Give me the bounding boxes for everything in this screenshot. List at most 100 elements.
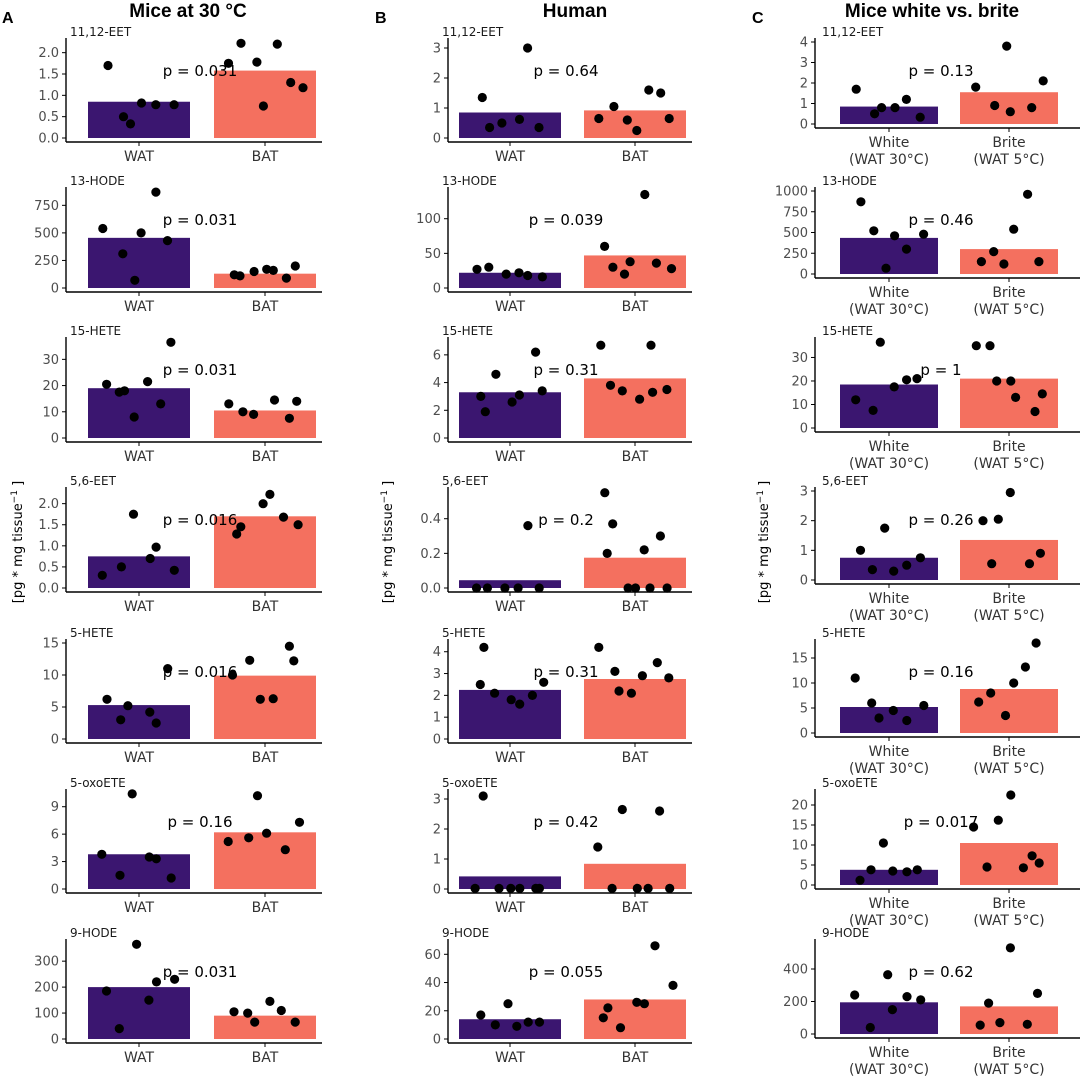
data-point bbox=[523, 521, 533, 531]
panel-title: 5-oxoETE bbox=[442, 776, 498, 790]
y-tick-label: 400 bbox=[783, 963, 808, 978]
data-point bbox=[258, 499, 268, 509]
p-value-label: p = 0.62 bbox=[908, 963, 973, 981]
data-point bbox=[912, 374, 922, 384]
data-point bbox=[163, 664, 173, 674]
data-point bbox=[625, 257, 635, 267]
data-point bbox=[889, 382, 899, 392]
p-value-label: p = 0.16 bbox=[167, 813, 232, 831]
data-point bbox=[169, 565, 179, 575]
panel-title: 15-HETE bbox=[70, 324, 121, 338]
data-point bbox=[294, 817, 305, 827]
panel-title: 5-HETE bbox=[442, 626, 485, 640]
data-point bbox=[993, 815, 1003, 825]
y-tick-label: 3 bbox=[800, 485, 808, 500]
y-tick-label: 20 bbox=[791, 374, 808, 389]
bar bbox=[459, 112, 561, 138]
x-tick-label: WAT bbox=[495, 299, 526, 315]
data-point bbox=[1038, 76, 1048, 86]
y-tick-label: 0 bbox=[51, 432, 59, 447]
y-tick-label: 0 bbox=[800, 118, 808, 133]
data-point bbox=[1000, 710, 1011, 721]
data-point bbox=[610, 666, 620, 677]
data-point bbox=[662, 384, 672, 395]
x-tick-label: WAT bbox=[124, 900, 155, 916]
x-tick-label: White (WAT 30°C) bbox=[849, 439, 929, 472]
data-point bbox=[881, 263, 891, 273]
x-tick-label: WAT bbox=[124, 149, 155, 165]
data-point bbox=[276, 1005, 286, 1016]
data-point bbox=[856, 197, 866, 207]
y-tick-label: 0.5 bbox=[38, 110, 59, 125]
data-point bbox=[880, 523, 890, 533]
data-point bbox=[102, 694, 112, 704]
panel-title: 5-HETE bbox=[822, 626, 865, 640]
data-point bbox=[851, 395, 861, 405]
x-tick-label: BAT bbox=[252, 299, 279, 315]
x-tick-label: Brite (WAT 5°C) bbox=[973, 744, 1044, 777]
y-tick-label: 4 bbox=[800, 36, 808, 51]
y-tick-label: 2 bbox=[433, 404, 441, 419]
data-point bbox=[598, 1013, 608, 1023]
data-point bbox=[490, 688, 500, 698]
data-point bbox=[116, 562, 126, 572]
data-point bbox=[136, 228, 146, 238]
data-point bbox=[912, 865, 922, 875]
data-point bbox=[617, 804, 627, 815]
bar bbox=[214, 273, 316, 288]
y-tick-label: 2.0 bbox=[38, 46, 59, 61]
panel-title: 5-HETE bbox=[70, 626, 113, 640]
chart-panel: 5-HETE 0 5 10 15 WAT BAT p = 0.016 bbox=[42, 626, 322, 766]
x-tick-label: White (WAT 30°C) bbox=[849, 896, 929, 929]
data-point bbox=[1037, 389, 1047, 399]
data-point bbox=[515, 699, 525, 709]
y-tick-label: 3 bbox=[433, 793, 441, 808]
chart-panel: 5-HETE 0 1 2 3 4 WAT BAT p = 0.31 bbox=[433, 626, 692, 766]
y-axis-label-a: [pg * mg tissue−1 ] bbox=[10, 481, 26, 603]
chart-panel: 9-HODE 0 100 200 300 WAT BAT p = 0.031 bbox=[34, 926, 322, 1066]
y-tick-label: 0.0 bbox=[420, 582, 441, 597]
y-tick-label: 0 bbox=[800, 574, 808, 589]
bar bbox=[840, 869, 938, 885]
data-point bbox=[632, 883, 642, 894]
x-tick-label: BAT bbox=[252, 750, 279, 766]
data-point bbox=[475, 679, 485, 690]
y-tick-label: 0 bbox=[433, 432, 441, 447]
data-point bbox=[539, 677, 549, 687]
data-point bbox=[476, 1010, 486, 1020]
data-point bbox=[514, 390, 525, 400]
data-point bbox=[608, 519, 618, 529]
data-point bbox=[630, 583, 641, 593]
y-tick-label: 0 bbox=[51, 883, 59, 898]
y-tick-label: 2 bbox=[800, 514, 808, 529]
data-point bbox=[1011, 392, 1021, 402]
data-point bbox=[115, 870, 125, 880]
p-value-label: p = 0.26 bbox=[908, 511, 973, 529]
data-point bbox=[476, 391, 486, 401]
data-point bbox=[869, 226, 879, 236]
x-tick-label: WAT bbox=[495, 1050, 526, 1066]
data-point bbox=[1009, 678, 1019, 688]
data-point bbox=[227, 670, 238, 680]
data-point bbox=[130, 275, 140, 285]
data-point bbox=[1002, 41, 1012, 51]
data-point bbox=[919, 700, 929, 711]
y-tick-label: 15 bbox=[42, 637, 59, 652]
panel-title: 5-oxoETE bbox=[70, 776, 126, 790]
y-tick-label: 6 bbox=[433, 348, 441, 363]
data-point bbox=[607, 883, 617, 894]
panel-title: 9-HODE bbox=[822, 926, 869, 940]
y-axis-label-c: [pg * mg tissue−1 ] bbox=[756, 481, 772, 603]
data-point bbox=[622, 115, 632, 125]
y-tick-label: 100 bbox=[416, 212, 441, 227]
data-point bbox=[867, 698, 877, 708]
data-point bbox=[491, 369, 501, 379]
bar bbox=[960, 689, 1058, 733]
data-point bbox=[594, 642, 604, 653]
data-point bbox=[156, 399, 166, 409]
x-tick-label: Brite (WAT 5°C) bbox=[973, 439, 1044, 472]
data-point bbox=[534, 883, 545, 894]
data-point bbox=[655, 806, 665, 816]
data-point bbox=[982, 862, 992, 872]
